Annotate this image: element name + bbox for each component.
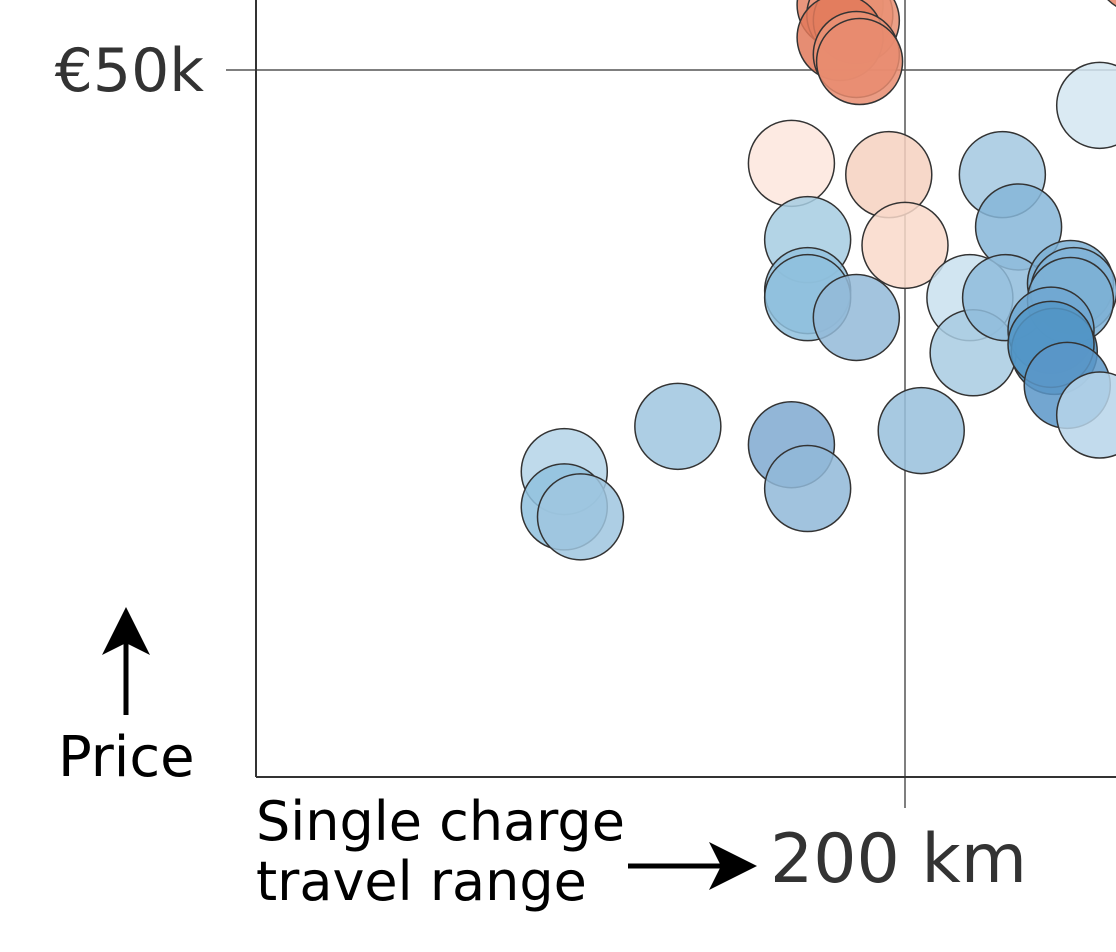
- x-tick-label: 200 km: [770, 820, 1028, 899]
- data-point-34: [877, 386, 965, 475]
- data-point-30: [536, 473, 625, 561]
- data-point-31: [634, 382, 722, 471]
- data-point-10: [861, 201, 949, 290]
- data-point-16: [812, 273, 901, 362]
- data-point-5: [815, 17, 904, 106]
- data-points: [520, 0, 1116, 561]
- y-tick-label: €50k: [54, 36, 204, 106]
- range-arrow-icon: [628, 842, 757, 890]
- data-point-8: [747, 119, 836, 208]
- data-point-6: [1107, 0, 1116, 8]
- y-axis-label: Price: [58, 725, 195, 790]
- data-point-27: [1055, 371, 1116, 459]
- price-arrow-icon: [102, 607, 150, 715]
- x-axis-label: Single charge travel range: [256, 790, 625, 913]
- data-point-7: [1055, 61, 1116, 150]
- data-point-33: [763, 444, 852, 533]
